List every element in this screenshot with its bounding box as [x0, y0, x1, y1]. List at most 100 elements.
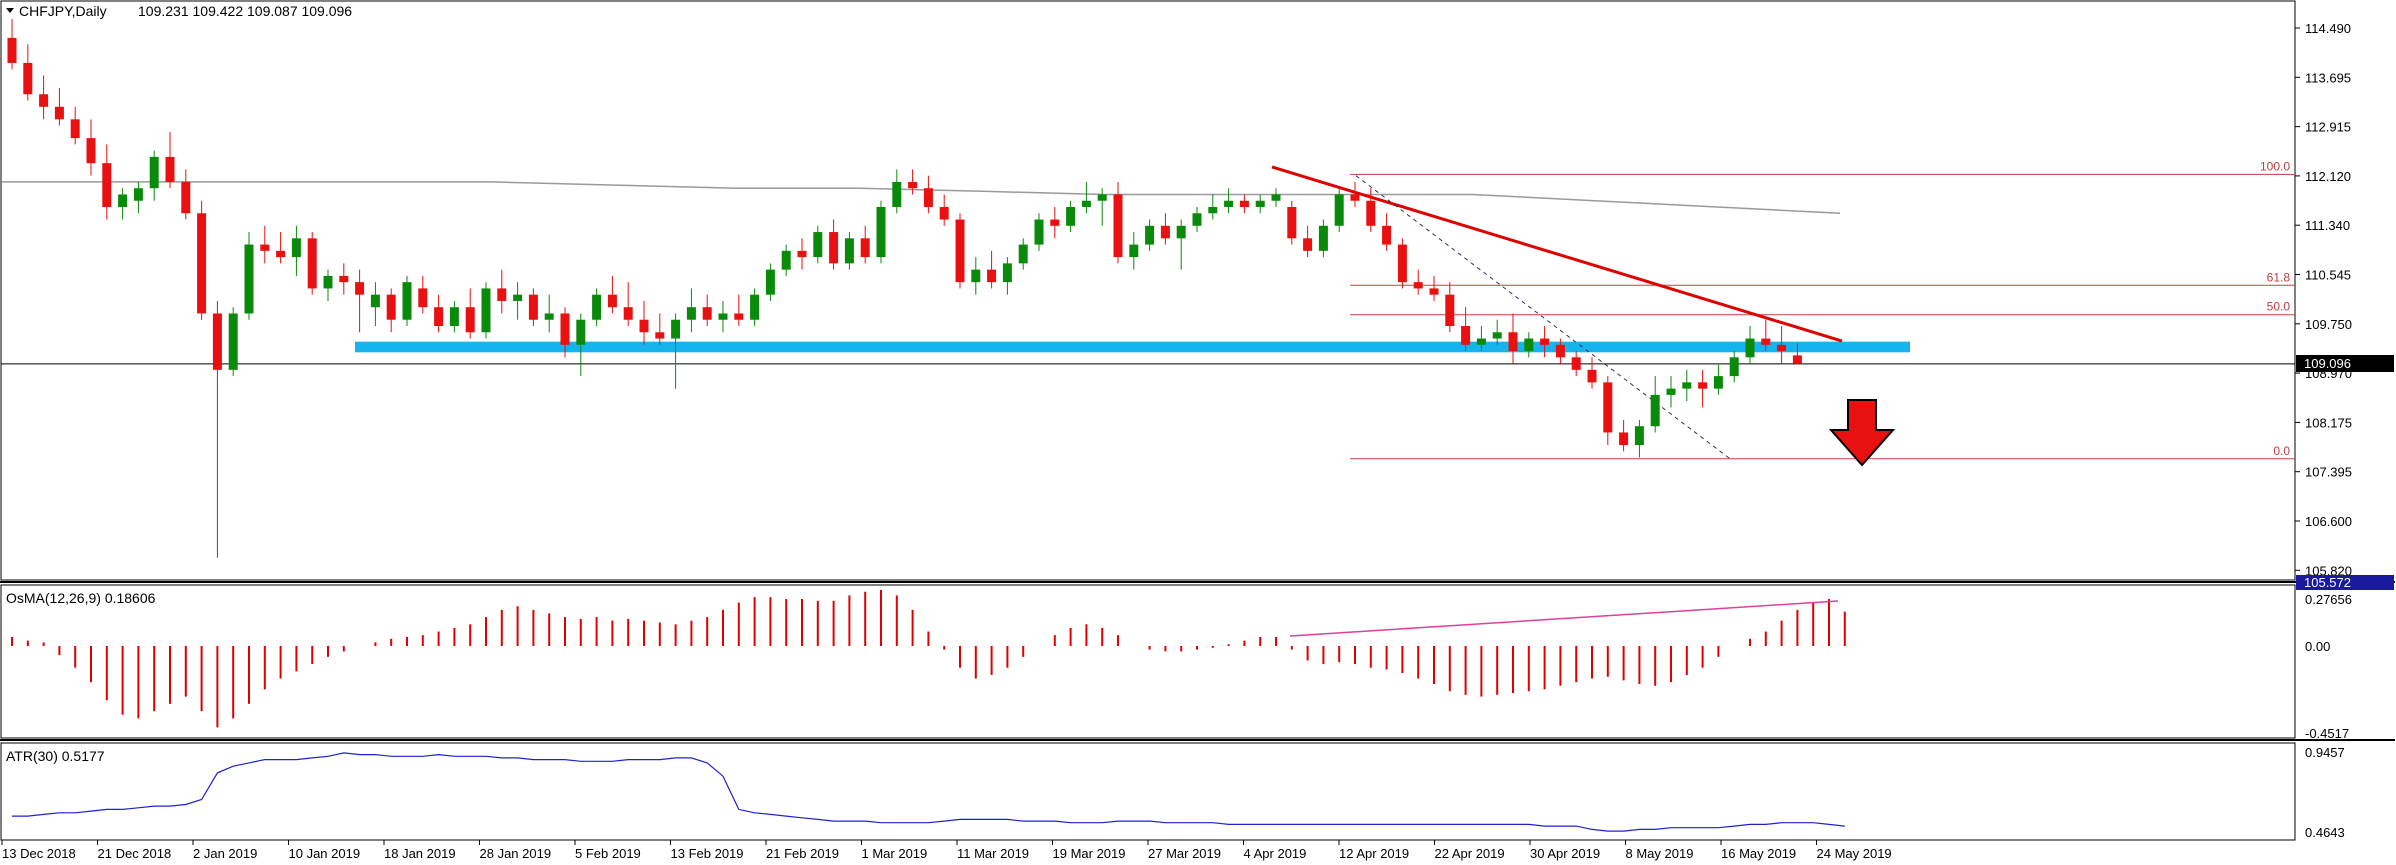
- candle[interactable]: [1050, 207, 1060, 239]
- candle[interactable]: [1034, 213, 1044, 251]
- candle[interactable]: [923, 175, 933, 214]
- candle[interactable]: [718, 300, 728, 333]
- candle[interactable]: [1429, 275, 1439, 301]
- candle[interactable]: [1445, 282, 1455, 333]
- candle[interactable]: [1540, 325, 1550, 358]
- osma-label[interactable]: OsMA(12,26,9) 0.18606: [6, 590, 156, 606]
- candle[interactable]: [260, 225, 270, 264]
- candle[interactable]: [1145, 219, 1155, 251]
- candle[interactable]: [655, 313, 665, 345]
- candle[interactable]: [23, 44, 33, 101]
- candle[interactable]: [355, 269, 365, 333]
- candle[interactable]: [370, 282, 380, 326]
- candle[interactable]: [1619, 419, 1629, 452]
- candle[interactable]: [1571, 351, 1581, 377]
- candle[interactable]: [228, 307, 238, 377]
- candle[interactable]: [418, 275, 428, 314]
- candle[interactable]: [1476, 325, 1486, 352]
- candle[interactable]: [1271, 188, 1281, 207]
- support-zone[interactable]: [355, 341, 1910, 353]
- candle[interactable]: [1397, 238, 1407, 289]
- candle[interactable]: [702, 294, 712, 326]
- osma-divergence-line[interactable]: [1289, 600, 1839, 637]
- candle[interactable]: [133, 181, 143, 214]
- candle[interactable]: [734, 294, 744, 326]
- candle[interactable]: [118, 188, 128, 220]
- candle[interactable]: [671, 313, 681, 389]
- candle[interactable]: [497, 269, 507, 314]
- candle[interactable]: [876, 200, 886, 264]
- candle[interactable]: [102, 144, 112, 220]
- candle[interactable]: [1113, 181, 1123, 264]
- candle[interactable]: [307, 232, 317, 295]
- candle[interactable]: [1666, 376, 1676, 408]
- candle[interactable]: [54, 88, 64, 126]
- candle[interactable]: [1334, 188, 1344, 233]
- candle[interactable]: [1176, 219, 1186, 270]
- candle[interactable]: [797, 238, 807, 270]
- fib-trendline[interactable]: [1355, 175, 1731, 460]
- candle[interactable]: [1587, 357, 1597, 389]
- candle[interactable]: [592, 288, 602, 326]
- candle[interactable]: [1461, 307, 1471, 352]
- candle[interactable]: [1650, 376, 1660, 433]
- candle[interactable]: [939, 194, 949, 226]
- candle[interactable]: [449, 300, 459, 333]
- candle[interactable]: [781, 244, 791, 276]
- candle[interactable]: [481, 282, 491, 339]
- candle[interactable]: [1018, 238, 1028, 270]
- candle[interactable]: [39, 75, 49, 120]
- candle[interactable]: [165, 131, 175, 189]
- candle[interactable]: [829, 219, 839, 270]
- candle[interactable]: [1287, 200, 1297, 245]
- candle[interactable]: [987, 250, 997, 289]
- candle[interactable]: [971, 257, 981, 295]
- candle[interactable]: [576, 313, 586, 377]
- candle[interactable]: [1350, 181, 1360, 207]
- candle[interactable]: [623, 282, 633, 326]
- candle[interactable]: [513, 282, 523, 320]
- candle[interactable]: [1413, 269, 1423, 295]
- candle[interactable]: [1698, 369, 1708, 408]
- candle[interactable]: [813, 225, 823, 264]
- candle[interactable]: [1508, 313, 1518, 364]
- candle[interactable]: [149, 150, 159, 201]
- symbol-label[interactable]: CHFJPY,Daily: [19, 3, 107, 19]
- candle[interactable]: [1777, 325, 1787, 364]
- candle[interactable]: [750, 288, 760, 326]
- candle[interactable]: [1524, 332, 1534, 358]
- candle[interactable]: [276, 232, 286, 264]
- candle[interactable]: [860, 225, 870, 264]
- candle[interactable]: [1239, 194, 1249, 214]
- candle[interactable]: [1081, 181, 1091, 214]
- candle[interactable]: [1634, 419, 1644, 458]
- candle[interactable]: [1318, 219, 1328, 258]
- candle[interactable]: [1129, 232, 1139, 270]
- candle[interactable]: [955, 213, 965, 289]
- candle[interactable]: [70, 106, 80, 145]
- candle[interactable]: [1160, 213, 1170, 245]
- candle[interactable]: [1729, 351, 1739, 383]
- candle[interactable]: [1792, 343, 1802, 365]
- candle[interactable]: [1255, 194, 1265, 214]
- candle[interactable]: [844, 232, 854, 270]
- candle[interactable]: [544, 294, 554, 333]
- candle[interactable]: [1745, 325, 1755, 364]
- candle[interactable]: [1066, 200, 1076, 233]
- candle[interactable]: [197, 200, 207, 320]
- candle[interactable]: [1492, 319, 1502, 345]
- symbol-dropdown-icon[interactable]: [6, 8, 14, 13]
- candle[interactable]: [1603, 376, 1613, 445]
- candle[interactable]: [1224, 188, 1234, 214]
- candle[interactable]: [323, 269, 333, 301]
- candle[interactable]: [1555, 338, 1565, 364]
- candle[interactable]: [1366, 188, 1376, 233]
- candle[interactable]: [765, 263, 775, 301]
- candle[interactable]: [1192, 207, 1202, 233]
- candle[interactable]: [291, 225, 301, 276]
- candle[interactable]: [686, 288, 696, 333]
- candle[interactable]: [528, 288, 538, 326]
- candle[interactable]: [434, 294, 444, 333]
- candle[interactable]: [1208, 194, 1218, 220]
- candle[interactable]: [1382, 213, 1392, 251]
